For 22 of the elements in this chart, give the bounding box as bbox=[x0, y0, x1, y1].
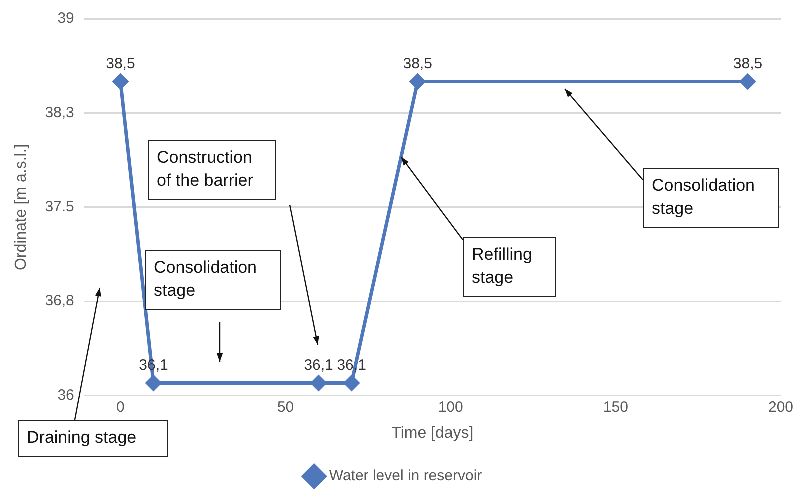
x-tick-label: 0 bbox=[116, 398, 125, 416]
legend-label: Water level in reservoir bbox=[329, 468, 482, 485]
data-label: 38,5 bbox=[733, 55, 763, 72]
y-tick-label: 37.5 bbox=[45, 198, 74, 216]
text: Draining stage bbox=[18, 420, 168, 457]
x-tick-label: 50 bbox=[277, 398, 294, 416]
annotation: Construction of the barrier bbox=[148, 140, 276, 200]
x-tick-label: 200 bbox=[768, 398, 794, 416]
x-tick-label: 100 bbox=[438, 398, 464, 416]
data-label: 36,1 bbox=[304, 356, 334, 374]
y-axis-title: Ordinate [m a.s.l.] bbox=[13, 144, 30, 271]
y-tick-label: 36 bbox=[58, 386, 74, 404]
annotation: Consolidation stage bbox=[643, 168, 779, 228]
x-tick-label: 150 bbox=[603, 398, 628, 416]
y-tick-label: 38,3 bbox=[45, 104, 74, 122]
y-tick-label: 36,8 bbox=[45, 292, 74, 310]
data-label: 38,5 bbox=[403, 55, 432, 72]
y-tick-label: 39 bbox=[58, 10, 74, 28]
annotation: Refilling stage bbox=[463, 237, 556, 297]
x-axis-title: Time [days] bbox=[392, 424, 474, 442]
data-label: 38,5 bbox=[106, 55, 136, 72]
annotation: Consolidation stage bbox=[145, 250, 281, 310]
